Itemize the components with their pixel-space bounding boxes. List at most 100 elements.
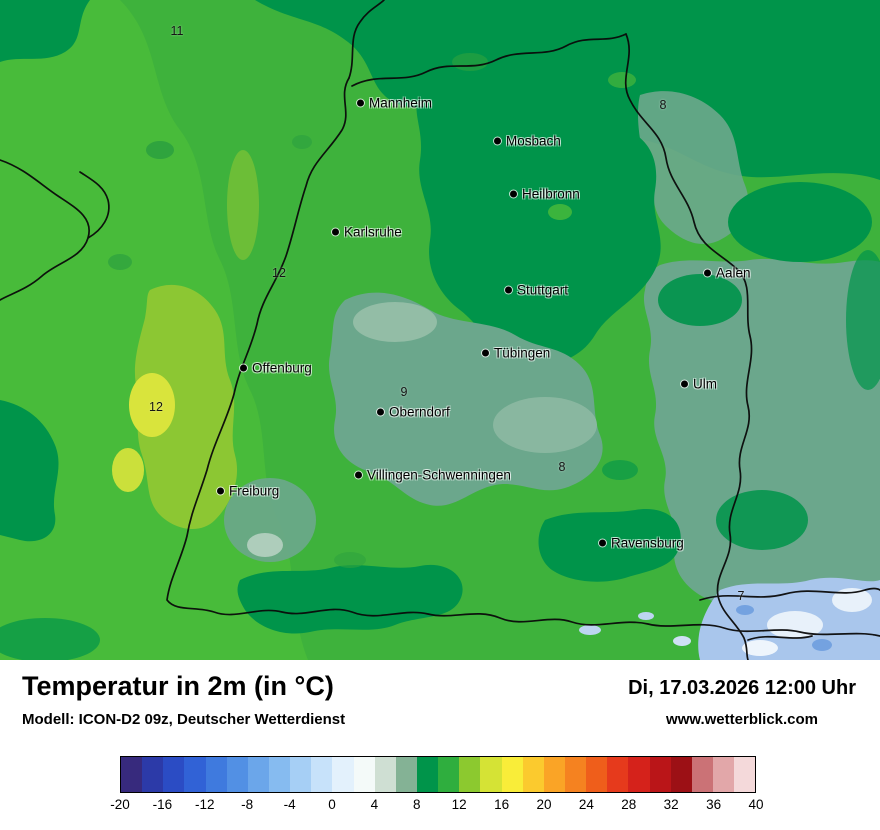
city-label: Offenburg: [252, 360, 312, 376]
colorbar-segment: [247, 757, 269, 792]
colorbar-tick-label: 12: [451, 797, 467, 812]
city-dot-icon: [482, 349, 489, 357]
colorbar-segment: [142, 757, 164, 792]
city-label: Freiburg: [229, 483, 280, 499]
city-label: Mosbach: [506, 133, 561, 149]
city-marker-mannheim: Mannheim: [357, 96, 432, 111]
colorbar-segment: [691, 757, 713, 792]
city-label: Mannheim: [369, 95, 433, 111]
colorbar-tick-label: -20: [110, 797, 130, 812]
colorbar-segment: [184, 757, 206, 792]
colorbar-tick-label: 16: [494, 797, 510, 812]
city-marker-heilbronn: Heilbronn: [510, 187, 580, 202]
model-info: Modell: ICON-D2 09z, Deutscher Wetterdie…: [22, 710, 346, 728]
city-marker-oberndorf: Oberndorf: [377, 405, 450, 420]
colorbar-segment: [353, 757, 375, 792]
city-dot-icon: [681, 380, 688, 388]
city-marker-ravensburg: Ravensburg: [599, 536, 684, 551]
city-label: Ulm: [693, 376, 717, 392]
colorbar-segment: [543, 757, 565, 792]
city-dot-icon: [494, 137, 501, 145]
city-label: Oberndorf: [389, 404, 450, 420]
page-title: Temperatur in 2m (in °C): [22, 671, 334, 701]
colorbar-segment: [670, 757, 692, 792]
city-dot-icon: [599, 539, 606, 547]
city-dot-icon: [505, 286, 512, 294]
footer-right: Di, 17.03.2026 12:00 Uhr www.wetterblick…: [628, 672, 856, 728]
valid-datetime: Di, 17.03.2026 12:00 Uhr: [628, 677, 856, 699]
colorbar-segment: [586, 757, 608, 792]
colorbar-segment: [522, 757, 544, 792]
map-labels-overlay: Mannheim Mosbach Heilbronn Karlsruhe Aalen St…: [149, 24, 751, 603]
city-dot-icon: [704, 269, 711, 277]
colorbar-segment: [480, 757, 502, 792]
city-dot-icon: [332, 228, 339, 236]
city-label: Aalen: [716, 265, 751, 281]
colorbar-segment: [501, 757, 523, 792]
website-url: www.wetterblick.com: [666, 711, 819, 728]
city-label: Villingen-Schwenningen: [367, 467, 511, 483]
city-label: Karlsruhe: [344, 224, 402, 240]
city-marker-t-bingen: Tübingen: [482, 346, 550, 361]
colorbar-segment: [564, 757, 587, 792]
colorbar-tick-label: 8: [413, 797, 421, 812]
temp-value-label: 7: [737, 589, 745, 603]
colorbar-tick-label: -16: [152, 797, 173, 812]
colorbar-tick-label: -12: [195, 797, 215, 812]
colorbar-segment: [332, 757, 354, 792]
city-marker-stuttgart: Stuttgart: [505, 283, 568, 298]
colorbar-tick-label: 0: [328, 797, 336, 812]
temperature-field-graphic: [0, 0, 880, 660]
colorbar-segment: [268, 757, 291, 792]
colorbar-tick-label: 36: [706, 797, 722, 812]
temp-value-label: 8: [558, 460, 566, 474]
colorbar-segment: [712, 757, 735, 792]
city-label: Stuttgart: [517, 282, 569, 298]
colorbar-segment: [290, 757, 312, 792]
map-footer: Temperatur in 2m (in °C) Modell: ICON-D2…: [0, 660, 880, 748]
city-dot-icon: [355, 471, 362, 479]
colorbar-tick-label: 40: [748, 797, 764, 812]
city-marker-mosbach: Mosbach: [494, 134, 561, 149]
city-dot-icon: [217, 487, 224, 495]
temp-value-label: 8: [659, 98, 667, 112]
temp-value-label: 12: [272, 266, 286, 280]
temp-value-label: 12: [149, 400, 163, 414]
city-marker-karlsruhe: Karlsruhe: [332, 225, 402, 240]
colorbar-tick-labels: -20 -16 -12 -8 -4 0 4 8 12 16 20 24 28 32 36 40: [110, 797, 763, 815]
colorbar-tick-label: 28: [621, 797, 637, 812]
city-label: Heilbronn: [522, 186, 580, 202]
city-marker-ulm: Ulm: [681, 377, 717, 392]
colorbar-segment: [416, 757, 439, 792]
colorbar-tick-label: 32: [663, 797, 679, 812]
colorbar-segment: [205, 757, 227, 792]
colorbar-tick-label: -8: [241, 797, 254, 812]
colorbar-segment: [395, 757, 417, 792]
temperature-map: Mannheim Mosbach Heilbronn Karlsruhe Aalen St…: [0, 0, 880, 660]
city-dot-icon: [357, 99, 364, 107]
colorbar-segment: [163, 757, 185, 792]
colorbar-segment: [459, 757, 481, 792]
city-marker-offenburg: Offenburg: [240, 361, 312, 376]
city-dot-icon: [240, 364, 247, 372]
colorbar-tick-label: 20: [536, 797, 552, 812]
footer-left: Temperatur in 2m (in °C) Modell: ICON-D2…: [22, 671, 346, 728]
temp-value-label: 9: [400, 385, 408, 399]
temperature-colorbar: [120, 756, 756, 793]
colorbar-segment: [607, 757, 629, 792]
city-marker-freiburg: Freiburg: [217, 484, 279, 499]
city-label: Ravensburg: [611, 535, 684, 551]
colorbar-segment: [649, 757, 671, 792]
colorbar-segment: [374, 757, 396, 792]
city-marker-aalen: Aalen: [704, 266, 751, 281]
colorbar-segment: [226, 757, 248, 792]
temp-value-label: 11: [170, 24, 184, 38]
colorbar-tick-label: 4: [370, 797, 379, 812]
colorbar-segment: [438, 757, 460, 792]
colorbar-segment: [121, 757, 143, 792]
colorbar-tick-label: 24: [578, 797, 594, 812]
city-dot-icon: [377, 408, 384, 416]
colorbar-segment: [734, 757, 756, 792]
colorbar-segment: [628, 757, 650, 792]
